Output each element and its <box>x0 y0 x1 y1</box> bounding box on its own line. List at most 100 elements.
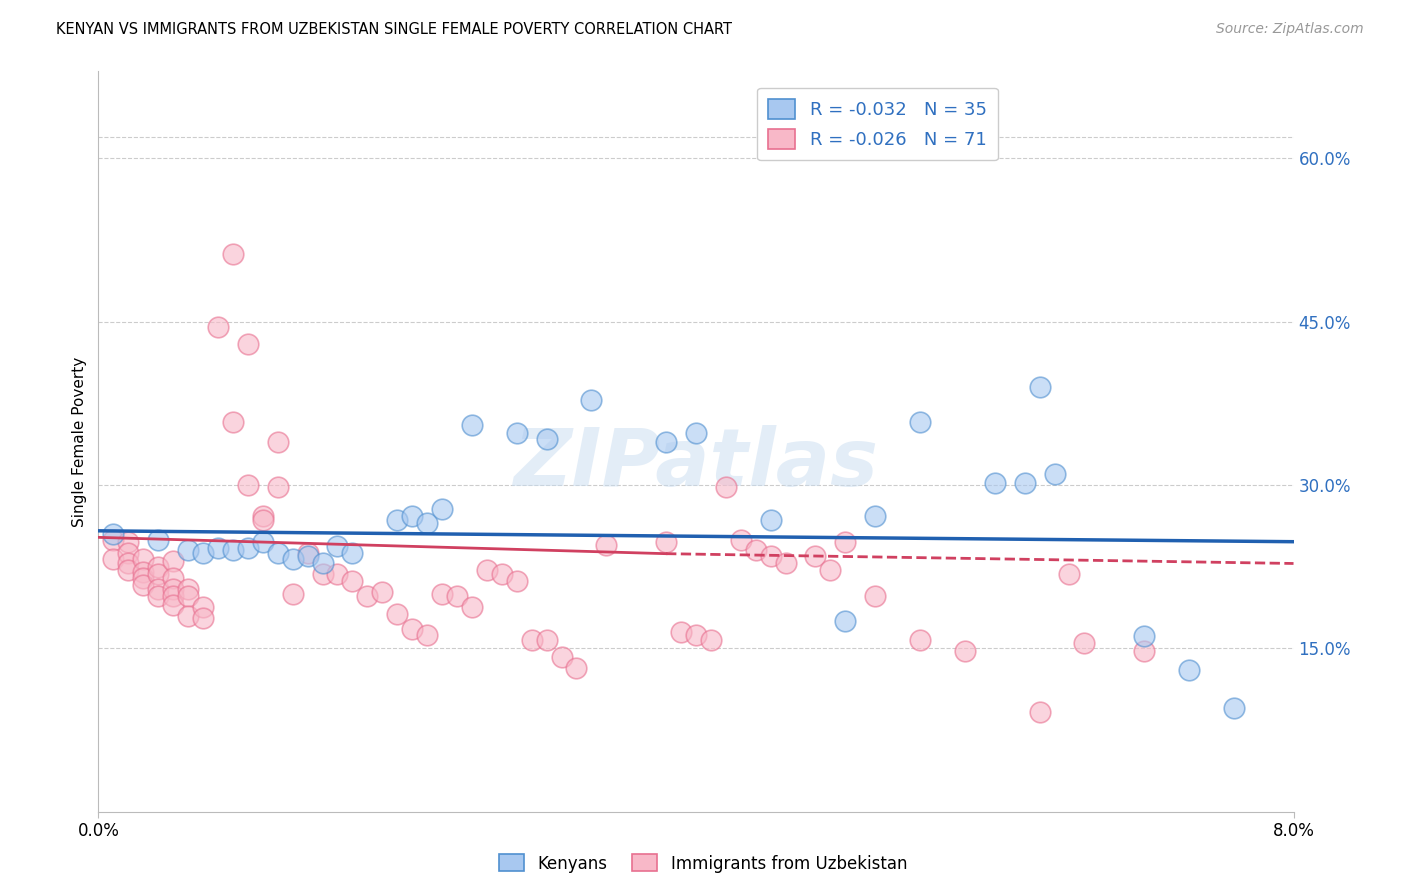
Point <box>371 584 394 599</box>
Point <box>536 433 558 447</box>
Point <box>222 543 245 558</box>
Point <box>475 563 498 577</box>
Point <box>820 563 842 577</box>
Point <box>730 533 752 547</box>
Point <box>236 336 259 351</box>
Point <box>281 587 304 601</box>
Point <box>520 632 543 647</box>
Point <box>267 546 290 560</box>
Point <box>148 533 170 547</box>
Point <box>1178 663 1201 677</box>
Text: Source: ZipAtlas.com: Source: ZipAtlas.com <box>1216 22 1364 37</box>
Point <box>759 549 782 563</box>
Point <box>804 549 827 563</box>
Point <box>655 534 678 549</box>
Point <box>207 541 229 556</box>
Point <box>177 543 200 558</box>
Point <box>342 546 364 560</box>
Point <box>491 567 513 582</box>
Point <box>236 541 259 556</box>
Point <box>191 611 214 625</box>
Point <box>342 574 364 588</box>
Point <box>1223 701 1246 715</box>
Point <box>222 415 245 429</box>
Point <box>506 574 529 588</box>
Point <box>326 567 349 582</box>
Point <box>430 587 453 601</box>
Point <box>581 393 603 408</box>
Text: KENYAN VS IMMIGRANTS FROM UZBEKISTAN SINGLE FEMALE POVERTY CORRELATION CHART: KENYAN VS IMMIGRANTS FROM UZBEKISTAN SIN… <box>56 22 733 37</box>
Point <box>685 425 707 440</box>
Point <box>834 534 856 549</box>
Point <box>132 552 155 566</box>
Point <box>446 589 468 603</box>
Point <box>162 598 184 612</box>
Point <box>326 539 349 553</box>
Point <box>177 589 200 603</box>
Point <box>669 625 692 640</box>
Point <box>191 600 214 615</box>
Point <box>132 565 155 579</box>
Text: ZIPatlas: ZIPatlas <box>513 425 879 503</box>
Point <box>506 425 529 440</box>
Point <box>252 534 274 549</box>
Point <box>745 543 768 558</box>
Point <box>595 538 617 552</box>
Point <box>132 571 155 585</box>
Point <box>759 513 782 527</box>
Point <box>714 480 737 494</box>
Point <box>162 589 184 603</box>
Point <box>430 502 453 516</box>
Point <box>356 589 378 603</box>
Point <box>834 614 856 628</box>
Point <box>148 582 170 596</box>
Point <box>148 559 170 574</box>
Point <box>401 622 423 636</box>
Point <box>908 632 931 647</box>
Point <box>1028 705 1050 719</box>
Point <box>207 320 229 334</box>
Point <box>984 475 1007 490</box>
Point <box>103 552 125 566</box>
Point <box>461 418 484 433</box>
Point <box>1014 475 1036 490</box>
Point <box>177 582 200 596</box>
Point <box>775 557 797 571</box>
Point <box>222 247 245 261</box>
Point <box>162 571 184 585</box>
Point <box>117 557 139 571</box>
Point <box>550 650 572 665</box>
Point <box>267 434 290 449</box>
Point <box>311 567 333 582</box>
Point <box>297 546 319 560</box>
Legend: R = -0.032   N = 35, R = -0.026   N = 71: R = -0.032 N = 35, R = -0.026 N = 71 <box>758 87 998 161</box>
Point <box>401 508 423 523</box>
Point <box>132 578 155 592</box>
Point <box>1133 643 1156 657</box>
Point <box>461 600 484 615</box>
Point <box>177 608 200 623</box>
Point <box>416 628 439 642</box>
Point <box>281 552 304 566</box>
Y-axis label: Single Female Poverty: Single Female Poverty <box>72 357 87 526</box>
Point <box>191 546 214 560</box>
Point <box>117 534 139 549</box>
Point <box>1059 567 1081 582</box>
Point <box>953 643 976 657</box>
Point <box>865 508 887 523</box>
Point <box>103 533 125 547</box>
Point <box>416 516 439 531</box>
Point <box>236 478 259 492</box>
Point <box>162 554 184 568</box>
Point <box>1133 629 1156 643</box>
Point <box>117 546 139 560</box>
Legend: Kenyans, Immigrants from Uzbekistan: Kenyans, Immigrants from Uzbekistan <box>492 847 914 880</box>
Point <box>1043 467 1066 482</box>
Point <box>1028 380 1050 394</box>
Point <box>162 582 184 596</box>
Point <box>148 589 170 603</box>
Point <box>385 607 409 621</box>
Point <box>385 513 409 527</box>
Point <box>565 661 588 675</box>
Point <box>685 628 707 642</box>
